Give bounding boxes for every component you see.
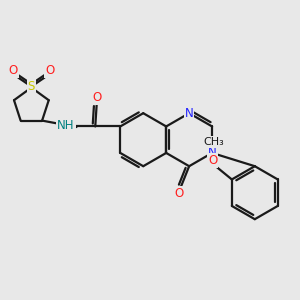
Text: CH₃: CH₃: [204, 137, 224, 147]
Text: O: O: [8, 64, 18, 76]
Text: O: O: [45, 64, 54, 76]
Text: O: O: [208, 154, 217, 167]
Text: S: S: [28, 80, 35, 93]
Text: N: N: [208, 146, 217, 159]
Text: O: O: [174, 187, 184, 200]
Text: NH: NH: [57, 119, 75, 132]
Text: O: O: [93, 91, 102, 104]
Text: N: N: [185, 107, 194, 120]
